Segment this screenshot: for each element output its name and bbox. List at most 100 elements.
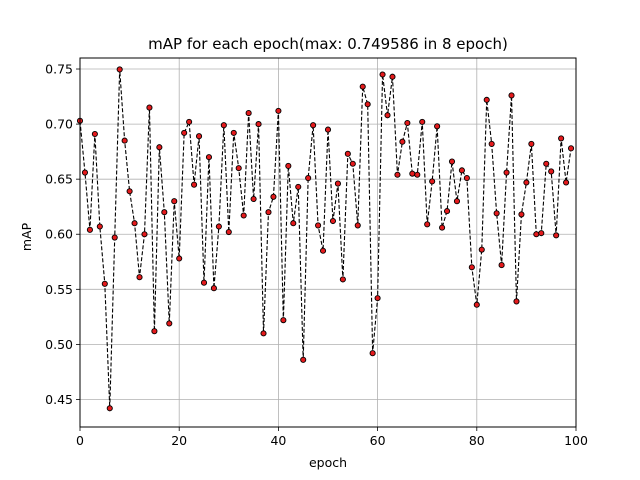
data-point (389, 73, 396, 80)
data-point (538, 230, 545, 237)
data-point (235, 165, 242, 172)
y-tick-label: 0.75 (45, 62, 73, 77)
data-point (374, 295, 381, 302)
data-point (265, 209, 272, 216)
data-point (424, 221, 431, 228)
data-point (329, 217, 337, 225)
data-point (156, 144, 163, 151)
data-point (111, 234, 118, 241)
data-point (364, 101, 371, 108)
data-point (305, 175, 312, 182)
data-point (240, 212, 247, 219)
y-tick-label: 0.55 (45, 282, 73, 297)
chart-title: mAP for each epoch(max: 0.749586 in 8 ep… (148, 35, 508, 53)
plot-frame (79, 57, 577, 428)
data-point (210, 285, 217, 292)
data-point (369, 350, 376, 357)
data-point (116, 66, 123, 73)
data-point (478, 246, 485, 253)
data-point (439, 224, 446, 231)
data-point (181, 129, 188, 136)
data-point (399, 138, 406, 145)
data-point (295, 183, 302, 190)
data-point (513, 298, 520, 305)
data-point (106, 405, 113, 412)
data-point (354, 222, 361, 229)
data-point (334, 180, 341, 187)
data-point (404, 119, 411, 127)
series-line (79, 69, 572, 409)
data-point (255, 121, 262, 128)
data-point (260, 330, 267, 337)
data-point (379, 71, 386, 78)
data-point (141, 231, 148, 238)
data-point (230, 129, 237, 136)
x-tick-label: 80 (469, 433, 485, 448)
data-point (225, 228, 232, 236)
data-point (205, 154, 213, 161)
y-tick-label: 0.70 (45, 117, 73, 132)
data-point (200, 279, 208, 286)
data-point (86, 226, 93, 233)
data-point (563, 179, 570, 186)
data-point (136, 274, 143, 281)
data-point (176, 255, 183, 262)
data-point (394, 171, 401, 178)
data-markers (76, 66, 575, 412)
x-tick-label: 20 (171, 433, 187, 448)
data-point (191, 181, 198, 188)
data-point (171, 198, 178, 205)
data-point (285, 162, 292, 169)
data-point (523, 179, 530, 186)
data-point (161, 209, 168, 216)
data-point (528, 140, 535, 147)
data-point (186, 118, 193, 125)
data-point (567, 145, 575, 152)
y-tick-label: 0.50 (45, 337, 73, 352)
data-point (121, 137, 128, 144)
data-point (429, 178, 436, 185)
y-tick-label: 0.60 (45, 227, 73, 242)
data-point (434, 123, 441, 130)
x-axis-title: epoch (309, 455, 347, 470)
data-point (359, 83, 366, 90)
data-point (300, 356, 307, 363)
data-point (126, 188, 133, 195)
y-tick-label: 0.65 (45, 172, 73, 187)
x-tick-label: 60 (370, 433, 386, 448)
x-tick-label: 100 (564, 433, 588, 448)
data-point (473, 301, 480, 308)
data-point (220, 122, 227, 129)
data-point (384, 112, 391, 119)
data-point (533, 231, 540, 238)
x-tick-label: 40 (270, 433, 286, 448)
data-point (290, 220, 297, 227)
data-point (543, 160, 550, 167)
data-point (151, 328, 158, 335)
data-point (310, 122, 317, 129)
data-point (463, 175, 470, 182)
y-tick-label: 0.45 (45, 392, 73, 407)
data-point (270, 193, 277, 200)
data-point (503, 169, 510, 176)
data-point (250, 195, 257, 203)
data-point (498, 262, 505, 269)
data-point (166, 320, 173, 327)
data-point (96, 223, 103, 230)
axis-ticks: 0 20 40 60 80 100 0.45 0.50 0.55 0.60 0.65 0.70 0.75 (45, 62, 588, 448)
data-point (493, 210, 500, 217)
data-point (344, 150, 351, 157)
data-point (409, 170, 416, 177)
data-point (553, 232, 560, 239)
data-point (518, 211, 525, 218)
data-point (324, 126, 332, 133)
data-point (339, 276, 346, 283)
data-point (508, 92, 515, 99)
data-point (453, 198, 461, 205)
data-point (146, 104, 153, 111)
data-point (280, 317, 287, 324)
data-point (548, 168, 555, 175)
data-point (443, 208, 451, 215)
data-point (558, 135, 565, 142)
